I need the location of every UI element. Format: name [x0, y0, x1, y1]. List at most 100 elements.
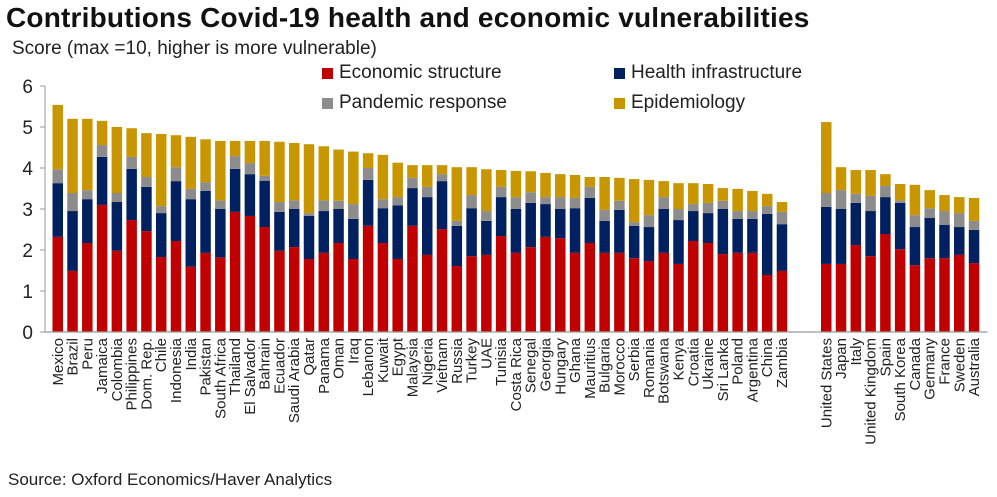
bar-segment-health-infrastructure	[924, 218, 935, 259]
x-tick-label: Ghana	[567, 337, 584, 383]
x-tick-label: Canada	[907, 337, 924, 390]
bar-segment-pandemic-response	[747, 211, 758, 219]
bar-segment-pandemic-response	[348, 204, 359, 219]
bar-segment-health-infrastructure	[688, 211, 699, 241]
bar-segment-epidemiology	[880, 174, 891, 187]
x-tick-label: Saudi Arabia	[286, 337, 303, 423]
bar-segment-health-infrastructure	[643, 227, 655, 262]
bar-segment-epidemiology	[126, 128, 137, 157]
bar-segment-economic-structure	[628, 258, 640, 332]
bar-segment-epidemiology	[141, 133, 152, 178]
bar-segment-pandemic-response	[303, 213, 315, 216]
bar-segment-health-infrastructure	[702, 213, 714, 244]
bar-segment-pandemic-response	[673, 209, 684, 221]
bar-segment-health-infrastructure	[673, 220, 684, 264]
bar-segment-economic-structure	[274, 250, 285, 332]
bar-segment-pandemic-response	[954, 213, 965, 228]
bar-segment-health-infrastructure	[141, 186, 152, 232]
x-tick-label: UAE	[478, 338, 495, 369]
bar-segment-pandemic-response	[67, 193, 78, 212]
bar-segment-pandemic-response	[333, 200, 344, 209]
bar-segment-pandemic-response	[569, 197, 581, 209]
bar-segment-economic-structure	[747, 252, 758, 332]
bar-segment-health-infrastructure	[776, 224, 788, 271]
bar-segment-economic-structure	[584, 243, 596, 332]
y-tick-label: 2	[22, 241, 33, 262]
bar-segment-epidemiology	[436, 165, 448, 175]
bar-segment-economic-structure	[673, 263, 684, 332]
bar-segment-economic-structure	[200, 252, 211, 332]
bar-segment-health-infrastructure	[436, 181, 448, 230]
bar-segment-pandemic-response	[244, 163, 256, 175]
bar-segment-health-infrastructure	[821, 206, 832, 264]
bar-segment-epidemiology	[67, 118, 78, 194]
bar-segment-economic-structure	[880, 234, 891, 332]
bar-segment-economic-structure	[835, 263, 847, 332]
bar-segment-economic-structure	[288, 247, 300, 332]
bar-segment-economic-structure	[894, 249, 906, 332]
bar-segment-economic-structure	[924, 258, 935, 332]
bar-segment-health-infrastructure	[747, 218, 758, 253]
bar-segment-epidemiology	[96, 120, 108, 146]
bar-segment-epidemiology	[688, 183, 699, 205]
bar-segment-epidemiology	[82, 118, 93, 191]
x-tick-label: Colombia	[109, 337, 126, 401]
bar-segment-health-infrastructure	[880, 197, 891, 235]
bar-segment-economic-structure	[540, 236, 551, 332]
bar-segment-pandemic-response	[894, 200, 906, 203]
bar-segment-pandemic-response	[481, 211, 492, 221]
bar-segment-pandemic-response	[821, 193, 832, 207]
bar-segment-epidemiology	[968, 197, 980, 221]
bar-segment-epidemiology	[525, 171, 536, 193]
bar-segment-economic-structure	[436, 229, 448, 332]
bar-segment-epidemiology	[776, 202, 788, 212]
bar-segment-epidemiology	[348, 151, 359, 205]
bar-segment-pandemic-response	[939, 211, 950, 225]
x-tick-label: Ukraine	[700, 338, 717, 390]
bar-segment-epidemiology	[318, 146, 330, 201]
bar-segment-economic-structure	[407, 225, 418, 332]
x-tick-label: Bahrain	[257, 338, 274, 390]
bar-segment-economic-structure	[451, 265, 463, 332]
bar-segment-epidemiology	[614, 177, 625, 201]
bar-segment-health-infrastructure	[968, 229, 980, 264]
bar-segment-economic-structure	[569, 252, 581, 332]
bar-segment-economic-structure	[481, 254, 492, 332]
x-tick-label: South Korea	[892, 337, 909, 421]
bar-segment-economic-structure	[776, 270, 788, 332]
chart-title: Contributions Covid-19 health and econom…	[6, 2, 810, 33]
bar-segment-economic-structure	[215, 257, 226, 332]
bar-segment-epidemiology	[628, 179, 640, 223]
bar-segment-health-infrastructure	[451, 225, 463, 266]
bar-segment-health-infrastructure	[584, 197, 596, 244]
x-tick-label: France	[936, 338, 953, 385]
bar-segment-health-infrastructure	[894, 202, 906, 250]
bar-segment-health-infrastructure	[229, 168, 241, 212]
bar-segment-epidemiology	[52, 104, 63, 170]
bar-segment-economic-structure	[229, 211, 241, 332]
bar-segment-health-infrastructure	[422, 197, 433, 255]
x-tick-label: Chile	[153, 338, 170, 372]
bar-segment-epidemiology	[584, 177, 596, 187]
bar-segment-epidemiology	[377, 154, 389, 200]
legend-label: Pandemic response	[339, 92, 507, 113]
bar-segment-epidemiology	[362, 153, 374, 168]
bar-segment-health-infrastructure	[362, 179, 374, 226]
bar-segment-economic-structure	[362, 225, 374, 332]
bar-segment-pandemic-response	[318, 200, 330, 212]
bar-segment-epidemiology	[244, 140, 256, 164]
bar-segment-health-infrastructure	[200, 190, 211, 253]
bar-segment-economic-structure	[717, 254, 729, 332]
x-tick-label: Mauritius	[582, 338, 599, 399]
x-tick-label: Serbia	[626, 337, 643, 381]
bar-segment-epidemiology	[850, 170, 862, 194]
y-tick-label: 1	[22, 282, 33, 303]
bar-segment-epidemiology	[407, 165, 418, 178]
legend-item-economic-structure: Economic structure	[322, 62, 502, 84]
x-tick-label: Tunisia	[493, 337, 510, 385]
bar-segment-health-infrastructure	[954, 227, 965, 255]
bar-segment-epidemiology	[274, 141, 285, 203]
bar-segment-economic-structure	[82, 243, 93, 332]
bar-segment-pandemic-response	[141, 177, 152, 187]
bar-segment-pandemic-response	[495, 186, 507, 198]
